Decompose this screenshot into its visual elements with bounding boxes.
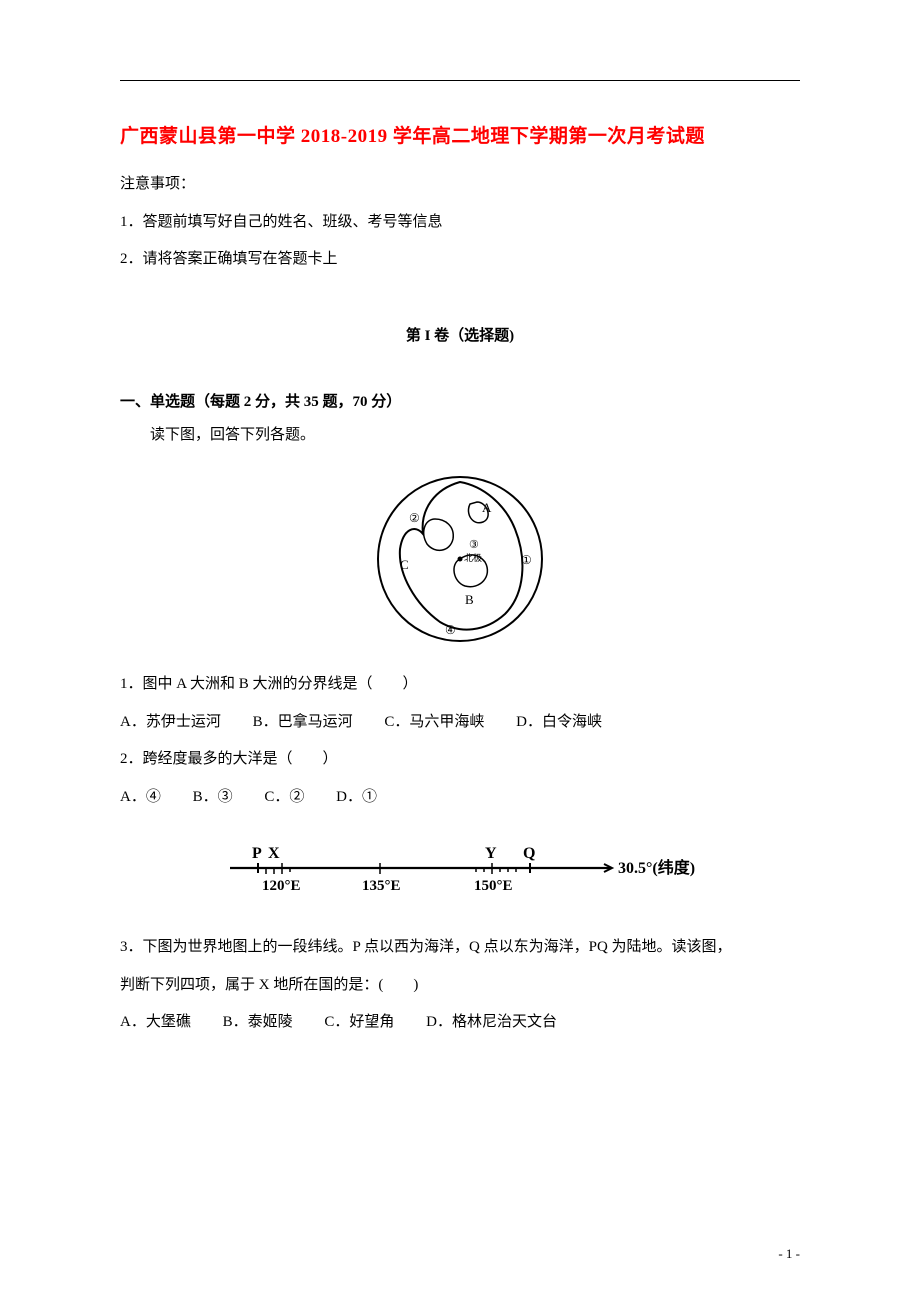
q2-option-d: D．① [336, 789, 377, 805]
figure2-lat-label: 30.5°(纬度) [618, 858, 695, 877]
figure1-label-center: 北极 [464, 552, 482, 563]
section-1-heading: 一、单选题（每题 2 分，共 35 题，70 分） [120, 390, 800, 411]
q1-option-c: C．马六甲海峡 [384, 714, 484, 730]
q2-option-c: C．② [264, 789, 304, 805]
q3-options: A．大堡礁 B．泰姬陵 C．好望角 D．格林尼治天文台 [120, 1004, 800, 1042]
q2-option-a: A．④ [120, 789, 161, 805]
figure2-label-y: Y [485, 845, 497, 862]
figure1-label-1: ① [521, 553, 532, 567]
top-rule [120, 80, 800, 81]
q2-option-b: B．③ [193, 789, 233, 805]
exam-title: 广西蒙山县第一中学 2018-2019 学年高二地理下学期第一次月考试题 [120, 121, 800, 148]
figure2-tick-0: 120°E [262, 878, 301, 894]
figure1-label-c: C [400, 557, 409, 572]
figure2-label-q: Q [523, 845, 535, 862]
figure2-tick-2: 150°E [474, 878, 513, 894]
page-number: - 1 - [778, 1246, 800, 1262]
q3-stem-line1: 3．下图为世界地图上的一段纬线。P 点以西为海洋，Q 点以东为海洋，PQ 为陆地… [120, 929, 800, 967]
q3-option-b: B．泰姬陵 [223, 1014, 293, 1030]
section-1-intro: 读下图，回答下列各题。 [120, 417, 800, 455]
q1-option-d: D．白令海峡 [516, 714, 602, 730]
q3-option-d: D．格林尼治天文台 [426, 1014, 557, 1030]
q1-options: A．苏伊士运河 B．巴拿马运河 C．马六甲海峡 D．白令海峡 [120, 704, 800, 742]
q3-stem-line2: 判断下列四项，属于 X 地所在国的是：( ) [120, 967, 800, 1005]
q2-stem: 2．跨经度最多的大洋是（ ） [120, 741, 800, 779]
part-1-heading: 第 I 卷（选择题) [120, 324, 800, 345]
q1-option-a: A．苏伊士运河 [120, 714, 221, 730]
figure-1-globe-diagram: A B C 北极 ① ② ③ ④ [365, 464, 555, 654]
figure2-label-p: P [252, 845, 262, 862]
q3-option-c: C．好望角 [324, 1014, 394, 1030]
q1-option-b: B．巴拿马运河 [253, 714, 353, 730]
notice-item-1: 1．答题前填写好自己的姓名、班级、考号等信息 [120, 204, 800, 242]
figure1-label-a: A [482, 500, 492, 515]
figure1-label-4: ④ [445, 623, 456, 637]
figure-2-latitude-diagram: P X Y Q 30.5°(纬度) 120°E 135°E [120, 836, 800, 905]
figure1-label-3: ③ [469, 539, 479, 551]
notice-label: 注意事项： [120, 166, 800, 204]
figure1-label-b: B [465, 592, 474, 607]
q1-stem: 1．图中 A 大洲和 B 大洲的分界线是（ ） [120, 666, 800, 704]
figure2-label-x: X [268, 845, 280, 862]
figure1-label-2: ② [409, 511, 420, 525]
notice-item-2: 2．请将答案正确填写在答题卡上 [120, 241, 800, 279]
figure2-tick-1: 135°E [362, 878, 401, 894]
q2-options: A．④ B．③ C．② D．① [120, 779, 800, 817]
page-container: 广西蒙山县第一中学 2018-2019 学年高二地理下学期第一次月考试题 注意事… [0, 0, 920, 1082]
q3-option-a: A．大堡礁 [120, 1014, 191, 1030]
